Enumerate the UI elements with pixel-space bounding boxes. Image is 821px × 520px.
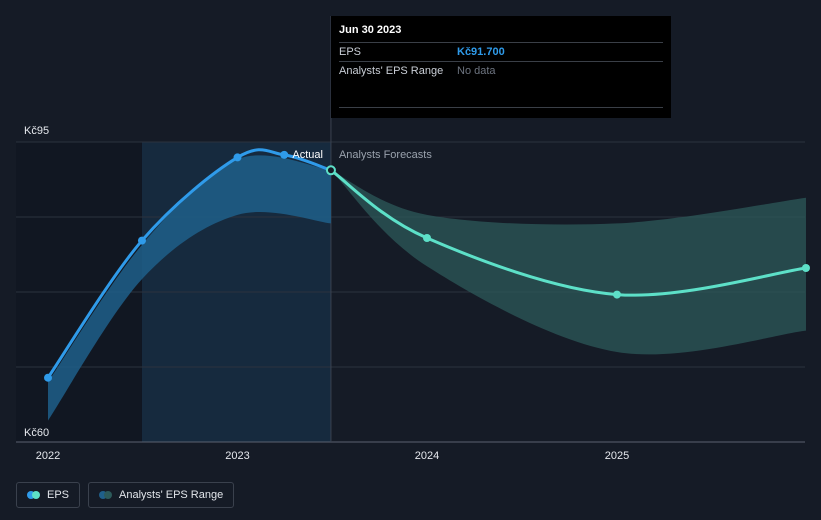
tooltip-eps-value: Kč91.700: [457, 46, 505, 58]
x-tick-label: 2025: [605, 450, 629, 462]
y-tick-label: Kč60: [24, 427, 49, 439]
tooltip-eps-label: EPS: [339, 46, 362, 58]
y-tick-label: Kč95: [24, 125, 49, 137]
eps-point: [137, 236, 146, 245]
eps-point: [44, 373, 52, 382]
forecast-point: [613, 290, 621, 299]
legend-range-label: Analysts' EPS Range: [119, 489, 224, 501]
actual-region-label: Actual: [292, 149, 323, 161]
eps-point: [280, 150, 289, 159]
legend-eps-swatch-icon: [27, 491, 40, 499]
eps-point: [233, 153, 242, 162]
legend-eps-label: EPS: [47, 489, 70, 501]
tooltip-row-range: Analysts' EPS Range No data: [339, 61, 663, 108]
tooltip-range-label: Analysts' EPS Range: [339, 65, 444, 77]
legend-item-eps[interactable]: EPS: [16, 482, 81, 508]
forecast-point: [325, 165, 336, 176]
eps-line: [46, 148, 333, 380]
tooltip-row-eps: EPS Kč91.700: [339, 42, 663, 61]
forecast-line: [329, 168, 808, 297]
actual-range-band: [48, 155, 331, 421]
forecast-range-band: [330, 170, 806, 355]
x-tick-label: 2023: [225, 450, 249, 462]
tooltip-date: Jun 30 2023: [339, 24, 402, 36]
tooltip: Jun 30 2023 EPS Kč91.700 Analysts' EPS R…: [331, 16, 671, 118]
legend-range-swatch-icon: [99, 491, 113, 499]
legend-item-range[interactable]: Analysts' EPS Range: [88, 482, 235, 508]
legend: EPS Analysts' EPS Range: [16, 482, 235, 508]
forecast-point: [422, 234, 431, 242]
x-tick-label: 2022: [36, 450, 60, 462]
forecast-region-label: Analysts Forecasts: [339, 149, 432, 161]
forecast-point: [801, 264, 810, 272]
x-tick-label: 2024: [415, 450, 439, 462]
tooltip-range-value: No data: [457, 65, 496, 77]
